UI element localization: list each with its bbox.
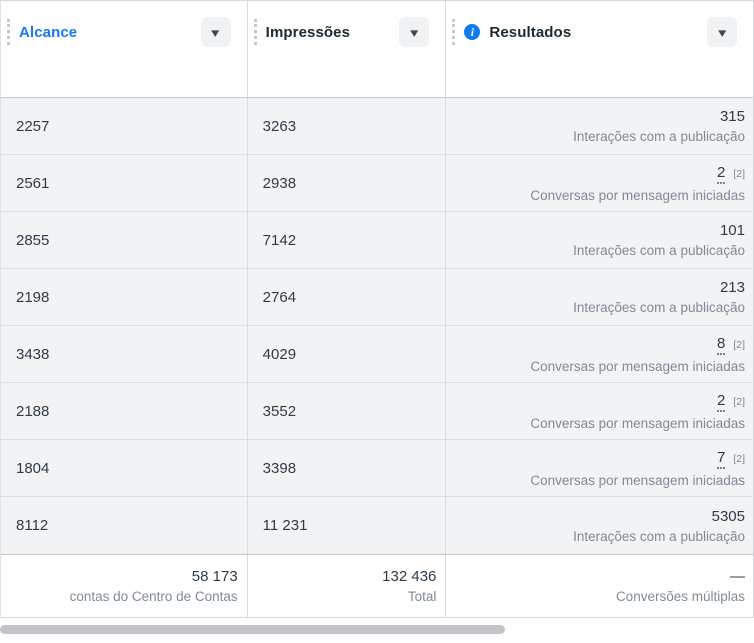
resultado-value[interactable]: 2 [716, 392, 726, 412]
cell-impressoes: 2938 [248, 155, 447, 211]
impressoes-value: 4029 [262, 345, 297, 363]
resultado-type-label: Interações com a publicação [573, 300, 745, 315]
footer-cell-alcance: 58 173 contas do Centro de Contas [1, 555, 248, 617]
resultado-type-label: Conversas por mensagem iniciadas [530, 187, 745, 203]
cell-alcance: 3438 [1, 326, 248, 382]
alcance-value: 8112 [16, 517, 49, 534]
cell-alcance: 1804 [1, 440, 248, 496]
alcance-value: 2855 [16, 231, 50, 249]
horizontal-scrollbar-thumb[interactable] [0, 625, 505, 634]
footer-cell-resultados: — Conversões múltiplas [446, 555, 753, 617]
horizontal-scrollbar-track[interactable] [0, 618, 754, 643]
resultado-value: 5305 [711, 507, 745, 525]
footer-resultados-label: Conversões múltiplas [615, 589, 745, 604]
footer-impressoes-total: 132 436 [382, 568, 437, 585]
resultado-type-label: Conversas por mensagem iniciadas [530, 415, 745, 431]
resultado-type-label: Conversas por mensagem iniciadas [530, 358, 745, 374]
impressoes-value: 2938 [262, 174, 297, 192]
footer-resultados-total: — [730, 568, 745, 585]
cell-alcance: 2855 [1, 212, 248, 268]
footer-alcance-label: contas do Centro de Contas [69, 589, 238, 604]
table-row: 3438 4029 8 [2] Conversas por mensagem in… [1, 326, 753, 383]
metrics-table: Alcance ▾ Impressões ▾ i Resultados ▾ [0, 0, 754, 618]
cell-impressoes: 3552 [248, 383, 447, 439]
footnote-marker: [2] [733, 167, 745, 180]
column-menu-button-impressoes[interactable]: ▾ [399, 17, 430, 47]
cell-resultados: 315 Interações com a publicação [446, 98, 753, 154]
cell-resultados: 213 Interações com a publicação [446, 269, 753, 325]
table-row: 2561 2938 2 [2] Conversas por mensagem in… [1, 155, 753, 212]
column-label-alcance: Alcance [19, 23, 78, 41]
impressoes-value: 7142 [262, 231, 297, 249]
column-drag-handle-icon[interactable] [452, 19, 456, 45]
cell-impressoes: 7142 [248, 212, 447, 268]
impressoes-value: 11 231 [262, 517, 308, 534]
column-header-impressoes[interactable]: Impressões ▾ [248, 1, 447, 97]
cell-resultados: 5305 Interações com a publicação [446, 497, 753, 554]
footnote-marker: [2] [733, 395, 745, 408]
cell-alcance: 2188 [1, 383, 248, 439]
cell-impressoes: 3263 [248, 98, 447, 154]
chevron-down-icon: ▾ [211, 24, 220, 40]
resultado-type-label: Interações com a publicação [573, 528, 745, 544]
footnote-marker: [2] [733, 338, 745, 351]
alcance-value: 2198 [16, 288, 50, 306]
footnote-marker: [2] [733, 452, 745, 465]
table-row: 2198 2764 213 Interações com a publicaçã… [1, 269, 753, 326]
column-header-alcance[interactable]: Alcance ▾ [1, 1, 248, 97]
column-drag-handle-icon[interactable] [7, 19, 10, 45]
resultado-type-label: Conversas por mensagem iniciadas [530, 472, 745, 488]
table-body: 2257 3263 315 Interações com a publicaçã… [1, 98, 753, 554]
chevron-down-icon: ▾ [410, 24, 419, 40]
cell-alcance: 8112 [1, 497, 248, 554]
cell-alcance: 2561 [1, 155, 248, 211]
resultado-type-label: Interações com a publicação [573, 243, 745, 258]
impressoes-value: 3398 [262, 459, 297, 477]
resultado-value[interactable]: 2 [716, 164, 726, 184]
footer-alcance-total: 58 173 [191, 568, 238, 585]
column-label-resultados: Resultados [489, 23, 572, 41]
table-row: 2188 3552 2 [2] Conversas por mensagem in… [1, 383, 753, 440]
resultado-value[interactable]: 8 [716, 335, 726, 355]
footer-impressoes-label: Total [407, 589, 437, 604]
impressoes-value: 2764 [262, 288, 297, 306]
alcance-value: 2561 [16, 174, 50, 192]
chevron-down-icon: ▾ [717, 24, 727, 40]
column-header-resultados[interactable]: i Resultados ▾ [446, 1, 753, 97]
alcance-value: 2188 [16, 402, 50, 420]
resultado-value: 101 [719, 222, 745, 239]
cell-impressoes: 11 231 [248, 497, 447, 554]
table-row: 2257 3263 315 Interações com a publicaçã… [1, 98, 753, 155]
cell-impressoes: 2764 [248, 269, 447, 325]
table-row: 8112 11 231 5305 Interações com a public… [1, 497, 753, 554]
resultado-value[interactable]: 7 [716, 449, 726, 469]
resultado-type-label: Interações com a publicação [573, 129, 745, 144]
table-row: 2855 7142 101 Interações com a publicaçã… [1, 212, 753, 269]
info-icon[interactable]: i [464, 24, 481, 40]
resultado-value: 213 [719, 279, 745, 296]
alcance-value: 2257 [16, 117, 50, 135]
cell-impressoes: 3398 [248, 440, 447, 496]
column-menu-button-resultados[interactable]: ▾ [707, 17, 737, 47]
column-drag-handle-icon[interactable] [253, 19, 257, 45]
alcance-value: 3438 [16, 345, 50, 363]
table-row: 1804 3398 7 [2] Conversas por mensagem in… [1, 440, 753, 497]
footer-cell-impressoes: 132 436 Total [248, 555, 447, 617]
alcance-value: 1804 [16, 459, 50, 477]
impressoes-value: 3552 [262, 402, 297, 420]
cell-resultados: 2 [2] Conversas por mensagem iniciadas [446, 383, 753, 439]
cell-resultados: 101 Interações com a publicação [446, 212, 753, 268]
cell-impressoes: 4029 [248, 326, 447, 382]
cell-alcance: 2257 [1, 98, 248, 154]
table-footer-row: 58 173 contas do Centro de Contas 132 43… [1, 554, 753, 617]
resultado-value: 315 [719, 108, 745, 125]
column-menu-button-alcance[interactable]: ▾ [200, 17, 231, 47]
cell-resultados: 8 [2] Conversas por mensagem iniciadas [446, 326, 753, 382]
cell-resultados: 7 [2] Conversas por mensagem iniciadas [446, 440, 753, 496]
column-label-impressoes: Impressões [265, 23, 351, 41]
table-header-row: Alcance ▾ Impressões ▾ i Resultados ▾ [1, 1, 753, 98]
impressoes-value: 3263 [262, 117, 297, 135]
cell-resultados: 2 [2] Conversas por mensagem iniciadas [446, 155, 753, 211]
cell-alcance: 2198 [1, 269, 248, 325]
